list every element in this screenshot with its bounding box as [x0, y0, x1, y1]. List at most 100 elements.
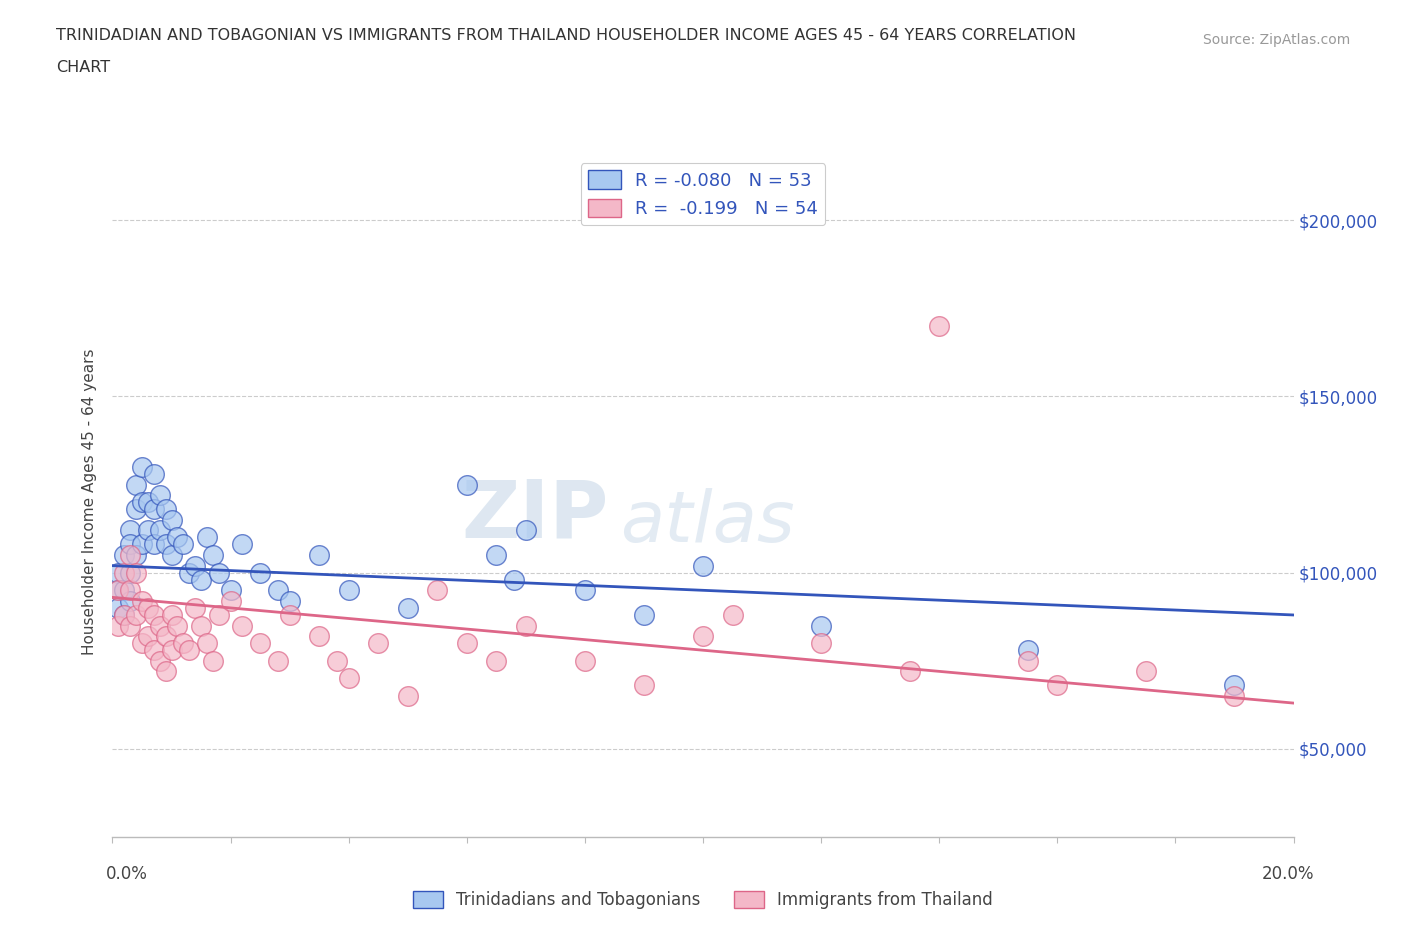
Point: [219, 593, 242, 608]
Point: [231, 618, 253, 633]
Point: [456, 636, 478, 651]
Point: [125, 607, 148, 622]
Point: [131, 636, 153, 651]
Point: [898, 664, 921, 679]
Point: [267, 654, 290, 669]
Text: Source: ZipAtlas.com: Source: ZipAtlas.com: [1202, 33, 1350, 46]
Point: [142, 467, 165, 482]
Point: [267, 583, 290, 598]
Point: [107, 618, 129, 633]
Point: [112, 565, 135, 580]
Point: [149, 523, 172, 538]
Y-axis label: Householder Income Ages 45 - 64 years: Householder Income Ages 45 - 64 years: [82, 349, 97, 656]
Point: [112, 583, 135, 598]
Point: [308, 629, 330, 644]
Point: [112, 607, 135, 622]
Point: [928, 319, 950, 334]
Point: [107, 583, 129, 598]
Point: [125, 565, 148, 580]
Point: [107, 583, 129, 598]
Point: [120, 618, 142, 633]
Point: [136, 601, 159, 616]
Point: [278, 593, 301, 608]
Point: [142, 537, 165, 551]
Point: [485, 654, 508, 669]
Point: [136, 495, 159, 510]
Point: [195, 530, 218, 545]
Point: [120, 548, 142, 563]
Point: [184, 601, 207, 616]
Point: [184, 558, 207, 573]
Point: [195, 636, 218, 651]
Point: [515, 618, 537, 633]
Point: [208, 565, 231, 580]
Point: [515, 523, 537, 538]
Point: [131, 537, 153, 551]
Text: TRINIDADIAN AND TOBAGONIAN VS IMMIGRANTS FROM THAILAND HOUSEHOLDER INCOME AGES 4: TRINIDADIAN AND TOBAGONIAN VS IMMIGRANTS…: [56, 28, 1076, 43]
Point: [155, 629, 177, 644]
Point: [136, 523, 159, 538]
Text: atlas: atlas: [620, 488, 794, 557]
Point: [166, 530, 188, 545]
Point: [810, 618, 832, 633]
Point: [107, 565, 129, 580]
Point: [574, 654, 596, 669]
Point: [278, 607, 301, 622]
Point: [1135, 664, 1157, 679]
Point: [120, 537, 142, 551]
Point: [308, 548, 330, 563]
Point: [125, 548, 148, 563]
Point: [574, 583, 596, 598]
Point: [337, 583, 360, 598]
Point: [326, 654, 349, 669]
Point: [107, 601, 129, 616]
Point: [149, 654, 172, 669]
Point: [160, 548, 183, 563]
Point: [160, 512, 183, 527]
Point: [1017, 654, 1039, 669]
Text: ZIP: ZIP: [461, 476, 609, 554]
Text: 20.0%: 20.0%: [1263, 865, 1315, 883]
Point: [160, 643, 183, 658]
Point: [485, 548, 508, 563]
Point: [131, 593, 153, 608]
Point: [172, 636, 194, 651]
Point: [337, 671, 360, 685]
Point: [142, 643, 165, 658]
Point: [131, 495, 153, 510]
Point: [142, 502, 165, 517]
Point: [201, 548, 224, 563]
Text: CHART: CHART: [56, 60, 110, 75]
Legend: Trinidadians and Tobagonians, Immigrants from Thailand: Trinidadians and Tobagonians, Immigrants…: [406, 884, 1000, 916]
Point: [633, 678, 655, 693]
Point: [1223, 678, 1246, 693]
Point: [456, 477, 478, 492]
Point: [166, 618, 188, 633]
Point: [160, 607, 183, 622]
Point: [179, 565, 201, 580]
Point: [155, 502, 177, 517]
Point: [231, 537, 253, 551]
Point: [426, 583, 449, 598]
Point: [149, 618, 172, 633]
Point: [155, 537, 177, 551]
Point: [633, 607, 655, 622]
Point: [503, 572, 526, 587]
Point: [249, 565, 271, 580]
Point: [201, 654, 224, 669]
Point: [120, 523, 142, 538]
Point: [120, 593, 142, 608]
Point: [219, 583, 242, 598]
Point: [136, 629, 159, 644]
Point: [125, 502, 148, 517]
Point: [367, 636, 389, 651]
Point: [1017, 643, 1039, 658]
Point: [131, 459, 153, 474]
Point: [396, 688, 419, 703]
Point: [120, 583, 142, 598]
Point: [1223, 688, 1246, 703]
Point: [142, 607, 165, 622]
Point: [155, 664, 177, 679]
Point: [692, 629, 714, 644]
Point: [149, 487, 172, 502]
